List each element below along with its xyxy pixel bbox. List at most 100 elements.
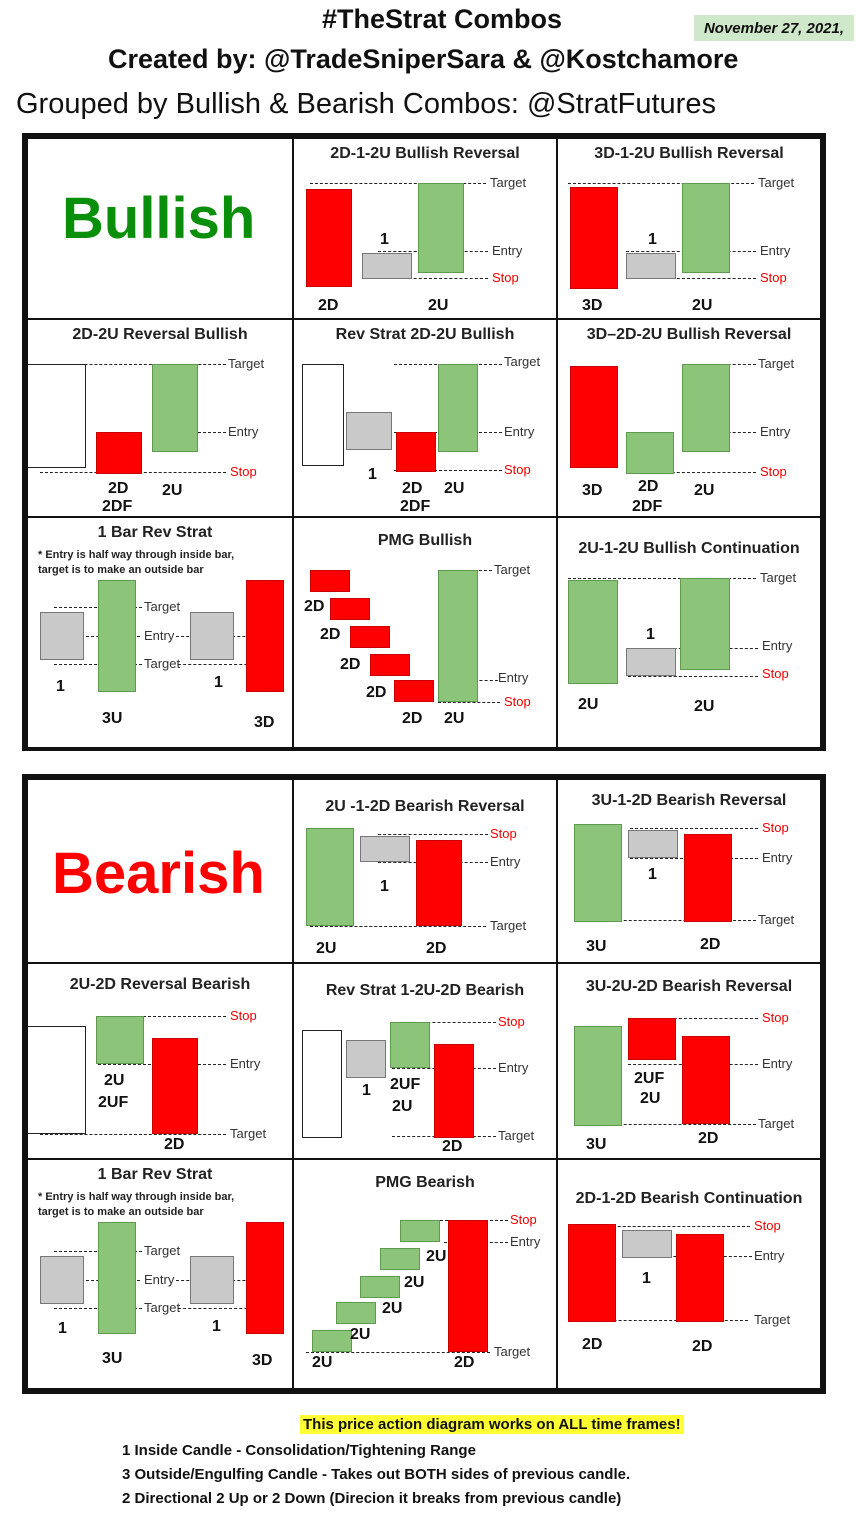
candle-label: 2U bbox=[694, 698, 715, 715]
target-label: Target bbox=[490, 918, 527, 933]
candle-3d bbox=[246, 580, 284, 692]
target-line bbox=[574, 920, 756, 921]
target-label: Target bbox=[754, 1312, 791, 1327]
stop-line bbox=[628, 1018, 758, 1019]
candle-3u bbox=[98, 1222, 136, 1334]
candle-2d bbox=[152, 1038, 198, 1134]
combo-3d-2d-2u-bullish-reversal: 3D–2D-2U Bullish Reversal Target Entry S… bbox=[556, 318, 822, 518]
candle-label: 2D bbox=[700, 936, 721, 953]
note-line: * Entry is half way through inside bar, bbox=[38, 549, 235, 561]
candle-label: 2U bbox=[392, 1098, 413, 1115]
candle-1 bbox=[362, 253, 412, 279]
candle-label: 1 bbox=[380, 878, 389, 895]
candle-label: 2D bbox=[340, 656, 361, 673]
candle-label: 1 bbox=[362, 1082, 371, 1099]
candle-label: 2D bbox=[698, 1130, 719, 1147]
stop-label: Stop bbox=[754, 1218, 781, 1233]
combo-pmg-bearish: PMG Bearish Stop Entry Target 2U 2U 2U 2… bbox=[292, 1158, 558, 1390]
candle-label: 3U bbox=[102, 1350, 123, 1367]
candle-label: 3U bbox=[102, 710, 123, 727]
candle-label: 3D bbox=[252, 1352, 273, 1369]
combo-title: 2U -1-2D Bearish Reversal bbox=[325, 798, 525, 815]
bullish-heading: Bullish bbox=[62, 186, 256, 251]
stop-label: Stop bbox=[504, 462, 531, 477]
candle-label: 2UF bbox=[634, 1070, 665, 1087]
combo-note: * Entry is half way through inside bar, … bbox=[38, 1190, 234, 1220]
candle-label: 3D bbox=[582, 482, 603, 499]
candle-3d bbox=[570, 366, 618, 468]
candle-label: 2U bbox=[162, 482, 183, 499]
combo-title: 3D-1-2U Bullish Reversal bbox=[594, 145, 784, 162]
stop-line bbox=[98, 1016, 226, 1017]
target-line bbox=[310, 183, 486, 184]
candle-label: 2D bbox=[164, 1136, 185, 1153]
note-line: target is to make an outside bar bbox=[38, 1206, 204, 1218]
candle-label: 2D bbox=[108, 480, 129, 497]
candle-2u bbox=[438, 364, 478, 452]
stop-label: Stop bbox=[762, 820, 789, 835]
candle-label: 3D bbox=[582, 297, 603, 314]
stop-label: Stop bbox=[230, 1008, 257, 1023]
candle-label: 1 bbox=[642, 1270, 651, 1287]
candle-2u bbox=[306, 828, 354, 926]
candle-label: 2D bbox=[320, 626, 341, 643]
candle-2u bbox=[336, 1302, 376, 1324]
stop-line bbox=[438, 702, 500, 703]
grouping-line: Grouped by Bullish & Bearish Combos: @St… bbox=[16, 88, 716, 120]
candle-2d bbox=[330, 598, 370, 620]
combo-1-bar-rev-strat-bearish: 1 Bar Rev Strat * Entry is half way thro… bbox=[26, 1158, 294, 1390]
stop-line bbox=[378, 834, 488, 835]
combo-2u-1-2d-bearish-reversal: 2U -1-2D Bearish Reversal Stop Entry Tar… bbox=[292, 778, 558, 964]
candle-2d bbox=[310, 570, 350, 592]
prior-candle-outline bbox=[28, 1026, 86, 1134]
candle-label: 2U bbox=[444, 710, 465, 727]
bullish-label-cell: Bullish bbox=[26, 137, 294, 320]
entry-label: Entry bbox=[498, 670, 529, 685]
candle-1 bbox=[626, 253, 676, 279]
target-line bbox=[306, 1352, 490, 1353]
candle-2u bbox=[96, 1016, 144, 1064]
combo-2u-2d-reversal-bearish: 2U-2D Reversal Bearish Stop Entry Target… bbox=[26, 962, 294, 1160]
entry-label: Entry bbox=[754, 1248, 785, 1263]
candle-label: 2D bbox=[318, 297, 339, 314]
candle-label: 3U bbox=[586, 938, 607, 955]
candle-label: 2U bbox=[694, 482, 715, 499]
bearish-label-cell: Bearish bbox=[26, 778, 294, 964]
entry-label: Entry bbox=[144, 628, 175, 643]
candle-label: 1 bbox=[56, 678, 65, 695]
stop-label: Stop bbox=[762, 1010, 789, 1025]
target-label: Target bbox=[758, 1116, 795, 1131]
combo-title: 3U-1-2D Bearish Reversal bbox=[591, 792, 787, 809]
stop-label: Stop bbox=[498, 1014, 525, 1029]
candle-2u bbox=[628, 1018, 676, 1060]
entry-label: Entry bbox=[762, 850, 793, 865]
candle-label: 1 bbox=[212, 1318, 221, 1335]
candle-label: 2DF bbox=[632, 498, 663, 515]
target-label: Target bbox=[144, 656, 181, 671]
entry-label: Entry bbox=[144, 1272, 175, 1287]
candle-2u bbox=[682, 364, 730, 452]
candle-1 bbox=[190, 612, 234, 660]
combo-title: PMG Bearish bbox=[375, 1174, 475, 1191]
stop-line bbox=[628, 676, 758, 677]
target-label: Target bbox=[230, 1126, 267, 1141]
date-text: November 27, 2021, bbox=[703, 19, 845, 37]
candle-3u bbox=[574, 1026, 622, 1126]
candle-2d bbox=[626, 432, 674, 474]
prior-candle-outline bbox=[28, 364, 86, 468]
candle-2d bbox=[568, 1224, 616, 1322]
candle-2d bbox=[676, 1234, 724, 1322]
stop-line bbox=[630, 828, 758, 829]
legend-line-inside: 1 Inside Candle - Consolidation/Tighteni… bbox=[122, 1442, 476, 1459]
candle-2u bbox=[360, 1276, 400, 1298]
candle-label: 2D bbox=[426, 940, 447, 957]
candle-label: 1 bbox=[646, 626, 655, 643]
combo-title: 2U-2D Reversal Bearish bbox=[69, 976, 251, 993]
candle-label: 2U bbox=[316, 940, 337, 957]
candle-1 bbox=[190, 1256, 234, 1304]
combo-3u-2u-2d-bearish-reversal: 3U-2U-2D Bearish Reversal Stop Entry Tar… bbox=[556, 962, 822, 1160]
candle-2u bbox=[568, 580, 618, 684]
candle-2d bbox=[684, 834, 732, 922]
entry-label: Entry bbox=[760, 424, 791, 439]
candle-2d bbox=[370, 654, 410, 676]
